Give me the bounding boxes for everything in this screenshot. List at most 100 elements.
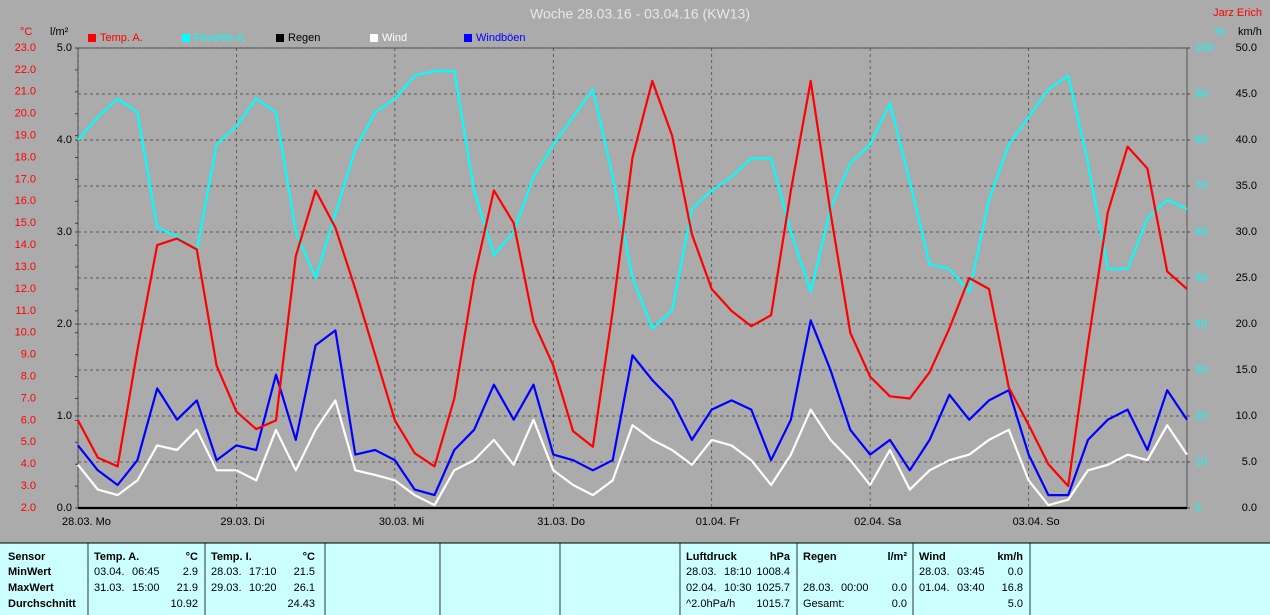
cell-date: 28.03. <box>211 566 242 578</box>
y2-tick-label: 30.0 <box>1236 226 1257 238</box>
row-label: MaxWert <box>8 582 54 594</box>
x-tick-label: 29.03. Di <box>220 516 264 528</box>
cell-date: 01.04. <box>919 582 950 594</box>
cell-value: 1015.7 <box>756 598 790 610</box>
legend-swatch <box>276 34 284 42</box>
y4-tick-label: 30 <box>1195 364 1207 376</box>
cell-value: 26.1 <box>294 582 315 594</box>
cell-time: 10:30 <box>724 582 752 594</box>
group-unit: °C <box>303 551 315 563</box>
y-tick-label: 17.0 <box>15 173 36 185</box>
cell-time: 15:00 <box>132 582 160 594</box>
y-tick-label: 7.0 <box>21 392 36 404</box>
group-unit: °C <box>186 551 198 563</box>
y-tick-label: 13.0 <box>15 261 36 273</box>
y-tick-label: 19.0 <box>15 130 36 142</box>
cell-note: Gesamt: <box>803 598 845 610</box>
y-tick-label: 12.0 <box>15 283 36 295</box>
y4-tick-label: 0 <box>1195 502 1201 514</box>
y-tick-label: 6.0 <box>21 414 36 426</box>
legend-label: Wind <box>382 32 407 44</box>
cell-value: 21.5 <box>294 566 315 578</box>
y3-tick-label: 2.0 <box>57 318 72 330</box>
y-tick-label: 9.0 <box>21 349 36 361</box>
series-line <box>77 79 1188 488</box>
legend-swatch <box>88 34 96 42</box>
y2-tick-label: 35.0 <box>1236 180 1257 192</box>
y4-tick-label: 50 <box>1195 272 1207 284</box>
cell-value: 16.8 <box>1002 582 1023 594</box>
y2-tick-label: 5.0 <box>1242 456 1257 468</box>
cell-date: 02.04. <box>686 582 717 594</box>
y-tick-label: 23.0 <box>15 42 36 54</box>
legend-swatch <box>182 34 190 42</box>
cell-value: 2.9 <box>183 566 198 578</box>
y2-tick-label: 10.0 <box>1236 410 1257 422</box>
cell-time: 06:45 <box>132 566 160 578</box>
cell-time: 18:10 <box>724 566 752 578</box>
row-label: Sensor <box>8 551 46 563</box>
y-unit: °C <box>20 26 32 38</box>
y-tick-label: 8.0 <box>21 370 36 382</box>
author: Jarz Erich <box>1213 7 1262 19</box>
row-label: MinWert <box>8 566 52 578</box>
legend-label: Feuchte A. <box>194 32 247 44</box>
group-name: Regen <box>803 551 837 563</box>
y3-tick-label: 4.0 <box>57 134 72 146</box>
group-name: Luftdruck <box>686 551 738 563</box>
cell-value: 0.0 <box>892 598 907 610</box>
y4-tick-label: 40 <box>1195 318 1207 330</box>
cell-value: 21.9 <box>177 582 198 594</box>
legend-swatch <box>464 34 472 42</box>
y3-unit: l/m² <box>50 26 69 38</box>
y3-tick-label: 0.0 <box>57 502 72 514</box>
cell-date: 29.03. <box>211 582 242 594</box>
group-unit: l/m² <box>887 551 907 563</box>
legend-label: Regen <box>288 32 320 44</box>
x-tick-label: 28.03. Mo <box>62 516 111 528</box>
cell-date: 28.03. <box>686 566 717 578</box>
y-tick-label: 2.0 <box>21 502 36 514</box>
y2-tick-label: 0.0 <box>1242 502 1257 514</box>
x-tick-label: 30.03. Mi <box>379 516 424 528</box>
y2-tick-label: 15.0 <box>1236 364 1257 376</box>
y4-tick-label: 60 <box>1195 226 1207 238</box>
group-name: Temp. I. <box>211 551 252 563</box>
group-name: Wind <box>919 551 946 563</box>
y2-unit: km/h <box>1238 26 1262 38</box>
cell-time: 00:00 <box>841 582 869 594</box>
y2-tick-label: 20.0 <box>1236 318 1257 330</box>
y4-tick-label: 80 <box>1195 134 1207 146</box>
legend-label: Temp. A. <box>100 32 143 44</box>
y4-unit: % <box>1215 26 1225 38</box>
y-tick-label: 3.0 <box>21 480 36 492</box>
series-line <box>77 69 1188 330</box>
cell-value: 0.0 <box>1008 566 1023 578</box>
cell-time: 10:20 <box>249 582 277 594</box>
y-tick-label: 20.0 <box>15 108 36 120</box>
cell-time: 17:10 <box>249 566 277 578</box>
x-tick-label: 02.04. Sa <box>854 516 902 528</box>
y2-tick-label: 40.0 <box>1236 134 1257 146</box>
cell-value: 1025.7 <box>756 582 790 594</box>
cell-value: 0.0 <box>892 582 907 594</box>
y3-tick-label: 1.0 <box>57 410 72 422</box>
cell-value: 24.43 <box>287 598 315 610</box>
y2-tick-label: 25.0 <box>1236 272 1257 284</box>
y-tick-label: 16.0 <box>15 195 36 207</box>
cell-date: 03.04. <box>94 566 125 578</box>
y3-tick-label: 5.0 <box>57 42 72 54</box>
y4-tick-label: 90 <box>1195 88 1207 100</box>
y4-tick-label: 70 <box>1195 180 1207 192</box>
cell-time: 03:40 <box>957 582 985 594</box>
legend-label: Windböen <box>476 32 526 44</box>
y-tick-label: 10.0 <box>15 327 36 339</box>
group-unit: km/h <box>997 551 1023 563</box>
y2-tick-label: 50.0 <box>1236 42 1257 54</box>
y-tick-label: 5.0 <box>21 436 36 448</box>
x-tick-label: 01.04. Fr <box>696 516 740 528</box>
x-tick-label: 03.04. So <box>1013 516 1060 528</box>
cell-date: 28.03. <box>803 582 834 594</box>
